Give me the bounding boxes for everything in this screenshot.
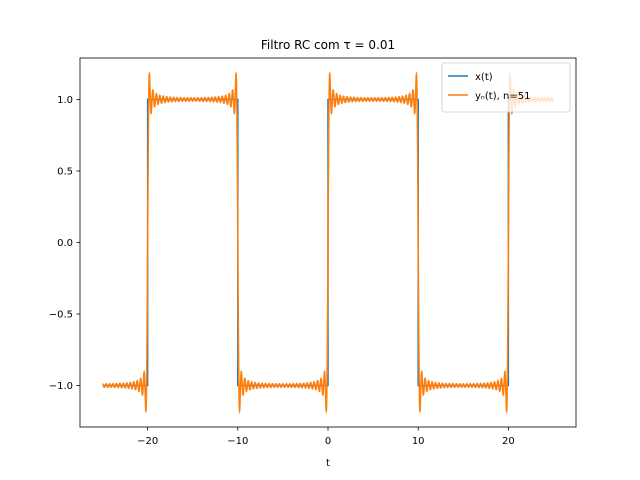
x-tick-label: −10 xyxy=(227,436,248,447)
x-tick-label: 20 xyxy=(502,436,515,447)
y-tick-label: −1.0 xyxy=(49,381,73,392)
x-axis-label: t xyxy=(326,458,330,469)
y-tick-label: 0.5 xyxy=(57,166,73,177)
y-tick-label: 0.0 xyxy=(57,238,73,249)
plot-area xyxy=(79,57,577,428)
y-tick-label: −0.5 xyxy=(49,310,73,321)
chart-title: Filtro RC com τ = 0.01 xyxy=(261,38,395,52)
legend: x(t) yₙ(t), n=51 xyxy=(441,62,571,113)
legend-label: yₙ(t), n=51 xyxy=(475,91,530,102)
x-tick-label: −20 xyxy=(137,436,158,447)
y-axis: −1.0 −0.5 0.0 0.5 1.0 xyxy=(49,95,80,392)
series-line-y xyxy=(102,71,554,414)
legend-label: x(t) xyxy=(475,72,493,83)
y-tick-label: 1.0 xyxy=(57,95,73,106)
legend-box xyxy=(441,62,571,113)
x-tick-label: 10 xyxy=(412,436,425,447)
x-axis: −20 −10 0 10 20 xyxy=(137,427,515,447)
x-tick-label: 0 xyxy=(325,436,331,447)
series-layer xyxy=(102,71,554,414)
